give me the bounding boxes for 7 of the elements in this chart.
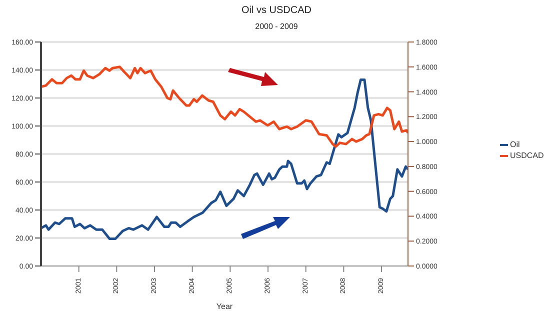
- line-series: [41, 78, 408, 240]
- line-series: [41, 66, 408, 148]
- chart-subtitle: 2000 - 2009: [254, 22, 299, 31]
- legend-label: Oil: [510, 140, 520, 149]
- x-axis-title: Year: [216, 302, 233, 311]
- legend-label: USDCAD: [510, 151, 544, 160]
- chart-title: Oil vs USDCAD: [240, 5, 312, 16]
